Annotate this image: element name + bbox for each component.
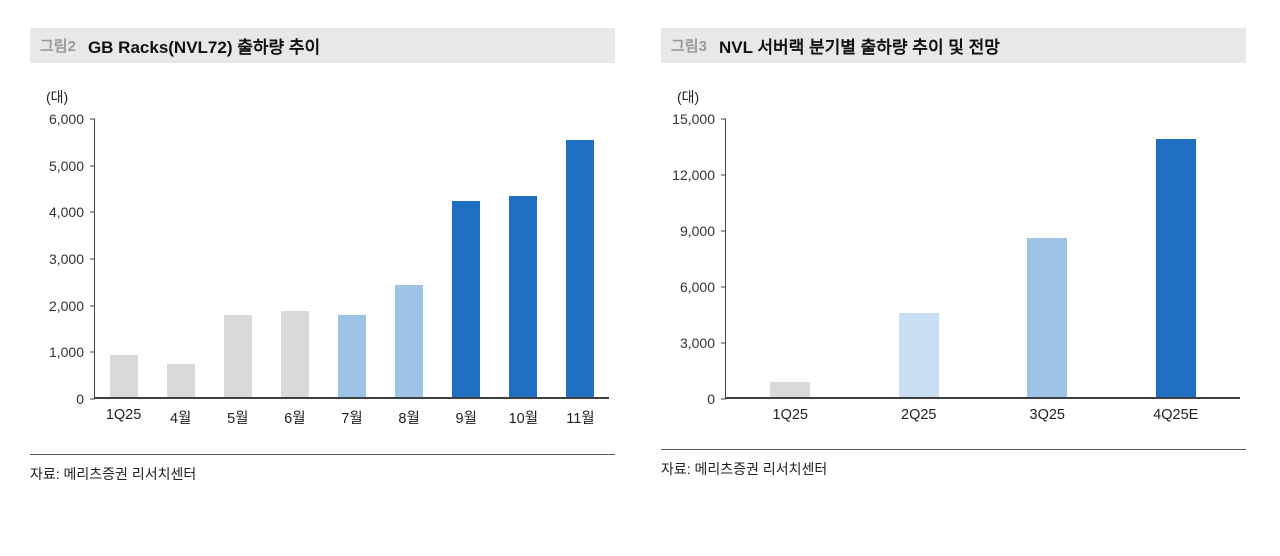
y-axis-tick-label: 6,000 — [679, 279, 715, 295]
y-axis-tick-mark — [90, 351, 95, 353]
bar-9월 — [452, 201, 481, 397]
y-axis-tick-mark — [90, 305, 95, 307]
plot-area — [90, 118, 609, 400]
y-axis-tick-label: 0 — [76, 391, 84, 407]
bar-cell — [266, 310, 323, 397]
bar-10월 — [509, 196, 538, 397]
y-axis-tick-mark — [721, 398, 726, 400]
y-axis-tick-label: 4,000 — [48, 204, 84, 221]
x-axis-category-label: 10월 — [508, 411, 539, 427]
x-axis-category-label: 6월 — [284, 411, 306, 427]
figure-title: NVL 서버랙 분기별 출하량 추이 및 전망 — [718, 38, 1000, 57]
x-axis-category-label: 9월 — [455, 411, 477, 427]
y-axis-tick-label: 9,000 — [679, 223, 715, 239]
x-axis-category-label: 11월 — [566, 411, 595, 427]
y-axis-labels: 0 3,000 6,000 9,000 12,000 15,000 — [661, 111, 725, 407]
y-axis-tick-label: 3,000 — [48, 251, 84, 267]
y-axis-tick-mark — [721, 230, 726, 232]
bars — [726, 119, 1240, 397]
source-divider — [30, 454, 615, 455]
x-axis-labels: 1Q25 2Q25 3Q25 4Q25E — [725, 407, 1240, 423]
bar-cell — [1112, 139, 1241, 397]
bar-7월 — [337, 315, 366, 397]
bar-cell — [983, 238, 1112, 397]
y-axis-tick-label: 3,000 — [679, 335, 715, 351]
y-axis-tick-mark — [721, 342, 726, 344]
plot-area — [721, 118, 1240, 400]
y-axis-tick-label: 0 — [707, 391, 715, 407]
bar-4월 — [166, 364, 195, 397]
bar-cell — [381, 285, 438, 397]
y-axis-tick-label: 2,000 — [48, 297, 84, 314]
y-axis-tick-label: 15,000 — [672, 111, 715, 127]
figure-title: GB Racks(NVL72) 출하량 추이 — [87, 38, 321, 57]
x-axis-category-label: 4Q25E — [1153, 407, 1199, 423]
bar-6월 — [280, 310, 309, 397]
bar-cell — [552, 140, 609, 397]
bar-11월 — [566, 140, 595, 397]
y-axis-tick-label: 6,000 — [48, 111, 84, 127]
bar-2Q25 — [898, 313, 939, 397]
bar-3Q25 — [1027, 238, 1068, 397]
plot-column: 1Q25 2Q25 3Q25 4Q25E — [721, 118, 1246, 423]
figure-panel-left: 그림2 GB Racks(NVL72) 출하량 추이 (대) 0 1,000 2,0… — [30, 28, 615, 484]
bar-cell — [855, 313, 984, 397]
bar-4Q25E — [1155, 139, 1196, 397]
y-axis-unit-label: (대) — [677, 89, 700, 105]
x-axis-category-label: 1Q25 — [105, 407, 142, 423]
bar-5월 — [223, 315, 252, 397]
bars — [95, 119, 609, 397]
y-axis-tick-mark — [721, 174, 726, 176]
figure-panel-right: 그림3 NVL 서버랙 분기별 출하량 추이 및 전망 (대) 0 3,000 6,… — [661, 28, 1246, 484]
source-text: 자료: 메리츠증권 리서치센터 — [661, 461, 828, 477]
report-figures-row: 그림2 GB Racks(NVL72) 출하량 추이 (대) 0 1,000 2,0… — [30, 28, 1246, 484]
x-axis-category-label: 5월 — [227, 411, 249, 427]
bar-1Q25 — [109, 355, 138, 397]
figure-header: 그림3 NVL 서버랙 분기별 출하량 추이 및 전망 — [661, 28, 1246, 63]
figure-tag: 그림3 — [671, 38, 707, 55]
figure-tag: 그림2 — [40, 38, 76, 55]
source-text: 자료: 메리츠증권 리서치센터 — [30, 466, 197, 482]
y-axis-tick-mark — [721, 118, 726, 120]
y-axis-tick-mark — [90, 258, 95, 260]
x-axis-category-label: 3Q25 — [1029, 407, 1065, 423]
x-axis-category-label: 2Q25 — [901, 407, 937, 423]
bar-cell — [323, 315, 380, 397]
x-axis-category-label: 7월 — [341, 411, 363, 427]
bar-cell — [726, 382, 855, 397]
y-axis-unit-label: (대) — [46, 89, 69, 105]
bar-1Q25 — [770, 382, 811, 397]
bar-cell — [152, 364, 209, 397]
y-axis-labels: 0 1,000 2,000 3,000 4,000 5,000 6,000 — [30, 111, 94, 407]
y-axis-tick-mark — [90, 165, 95, 167]
bar-chart-nvl-server-rack: 0 3,000 6,000 9,000 12,000 15,000 1Q25 2Q25 3Q2… — [661, 111, 1246, 423]
y-axis-tick-mark — [90, 118, 95, 120]
y-axis-tick-mark — [90, 398, 95, 400]
x-axis-labels: 1Q25 4월 5월 6월 7월 8월 9월 10월 11월 — [94, 407, 609, 428]
bar-cell — [438, 201, 495, 397]
bar-cell — [209, 315, 266, 397]
figure-header: 그림2 GB Racks(NVL72) 출하량 추이 — [30, 28, 615, 63]
y-axis-tick-label: 12,000 — [672, 167, 715, 183]
x-axis-category-label: 4월 — [169, 411, 192, 427]
bar-cell — [495, 196, 552, 397]
source-divider — [661, 449, 1246, 450]
bar-8월 — [395, 285, 424, 397]
y-axis-tick-mark — [721, 286, 726, 288]
plot-column: 1Q25 4월 5월 6월 7월 8월 9월 10월 11월 — [90, 118, 615, 428]
x-axis-category-label: 8월 — [398, 411, 420, 427]
y-axis-tick-label: 5,000 — [48, 157, 84, 174]
y-axis-tick-label: 1,000 — [48, 344, 84, 361]
x-axis-category-label: 1Q25 — [772, 407, 808, 423]
bar-chart-gb-racks: 0 1,000 2,000 3,000 4,000 5,000 6,000 1Q25 4월 5월… — [30, 111, 615, 428]
bar-cell — [95, 355, 152, 397]
y-axis-tick-mark — [90, 211, 95, 213]
